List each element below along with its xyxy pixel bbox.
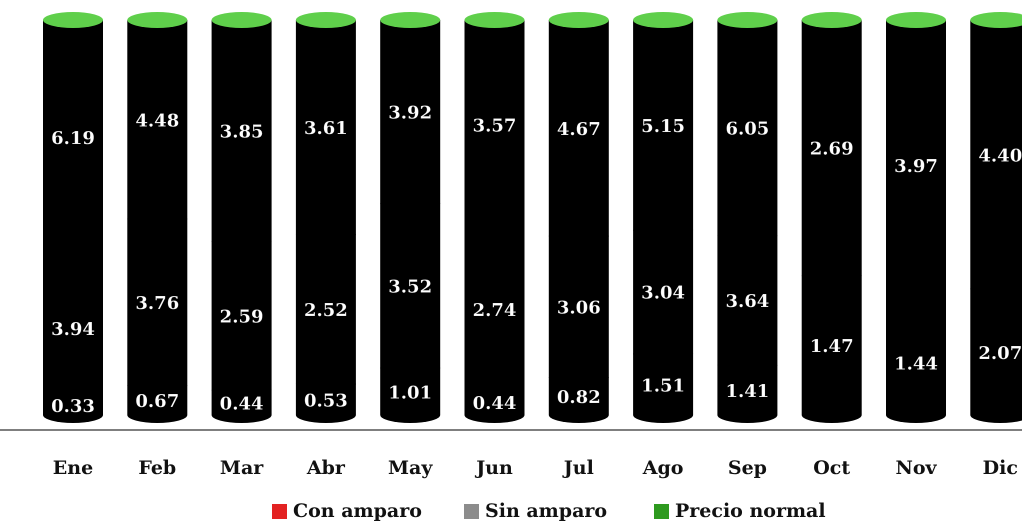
data-label-con-amparo-feb: 0.67	[135, 391, 179, 412]
legend: Con amparo Sin amparo Precio normal	[0, 496, 1022, 525]
data-label-precio-normal-feb: 4.48	[135, 110, 179, 131]
data-label-con-amparo-jun: 0.44	[473, 393, 517, 414]
bar-top-cap-oct	[802, 12, 862, 28]
legend-swatch-precio-normal	[654, 504, 669, 519]
legend-swatch-con-amparo	[272, 504, 287, 519]
x-tick-labels: Ene Feb Mar Abr May Jun Jul Ago Sep Oct Nov Dic	[53, 457, 1018, 479]
data-label-sin-amparo-abr: 2.52	[304, 300, 348, 321]
legend-label-sin-amparo: Sin amparo	[485, 500, 607, 522]
data-label-con-amparo-mar: 0.44	[220, 393, 264, 414]
x-tick-label-mar: Mar	[220, 457, 264, 479]
data-label-sin-amparo-jun: 2.74	[473, 300, 517, 321]
bar-top-cap-ago	[633, 12, 693, 28]
data-label-precio-normal-may: 3.92	[388, 103, 432, 124]
data-label-con-amparo-ago: 1.51	[641, 375, 685, 396]
bar-top-cap-nov	[886, 12, 946, 28]
data-label-precio-normal-ene: 6.19	[51, 128, 95, 149]
data-label-sin-amparo-jul: 3.06	[557, 297, 601, 318]
x-tick-label-feb: Feb	[138, 457, 176, 479]
bar-top-cap-ene	[43, 12, 103, 28]
value-labels-layer: 0.33 3.94 6.19 0.67 3.76 4.48 0.44 2.59 3.85 0.53…	[51, 103, 1022, 417]
x-tick-label-ago: Ago	[642, 457, 684, 479]
x-tick-label-jul: Jul	[562, 457, 594, 479]
x-tick-label-may: May	[388, 457, 433, 479]
stacked-cylinder-chart: 0.33 3.94 6.19 0.67 3.76 4.48 0.44 2.59 3.85 0.53…	[0, 0, 1022, 496]
bar-top-cap-jun	[465, 12, 525, 28]
legend-item-con-amparo: Con amparo	[272, 500, 422, 522]
data-label-con-amparo-abr: 0.53	[304, 390, 348, 411]
data-label-precio-normal-nov: 3.97	[894, 156, 938, 177]
legend-label-precio-normal: Precio normal	[675, 500, 826, 522]
data-label-sin-amparo-dic: 2.07	[978, 343, 1022, 364]
data-label-sin-amparo-sep: 3.64	[725, 291, 769, 312]
data-label-con-amparo-jul: 0.82	[557, 387, 601, 408]
data-label-con-amparo-sep: 1.41	[725, 381, 769, 402]
data-label-con-amparo-may: 1.01	[388, 382, 432, 403]
bar-top-cap-jul	[549, 12, 609, 28]
data-label-precio-normal-dic: 4.40	[978, 145, 1022, 166]
bar-top-cap-sep	[717, 12, 777, 28]
legend-swatch-sin-amparo	[464, 504, 479, 519]
x-tick-label-jun: Jun	[474, 457, 513, 479]
legend-item-precio-normal: Precio normal	[654, 500, 826, 522]
bar-top-cap-may	[380, 12, 440, 28]
bar-top-cap-feb	[127, 12, 187, 28]
data-label-precio-normal-jul: 4.67	[557, 119, 601, 140]
x-tick-label-sep: Sep	[728, 457, 767, 479]
data-label-precio-normal-jun: 3.57	[473, 115, 517, 136]
data-label-sin-amparo-oct: 1.47	[810, 336, 854, 357]
data-label-precio-normal-abr: 3.61	[304, 118, 348, 139]
bars-layer	[43, 12, 1022, 423]
x-tick-label-nov: Nov	[895, 457, 937, 479]
legend-item-sin-amparo: Sin amparo	[464, 500, 607, 522]
data-label-sin-amparo-may: 3.52	[388, 277, 432, 298]
data-label-precio-normal-oct: 2.69	[810, 139, 854, 160]
data-label-sin-amparo-mar: 2.59	[220, 306, 264, 327]
x-tick-label-oct: Oct	[813, 457, 850, 479]
x-tick-label-abr: Abr	[306, 457, 346, 479]
data-label-sin-amparo-feb: 3.76	[135, 293, 179, 314]
data-label-sin-amparo-ago: 3.04	[641, 283, 685, 304]
data-label-precio-normal-ago: 5.15	[641, 116, 685, 137]
bar-top-cap-abr	[296, 12, 356, 28]
data-label-sin-amparo-nov: 1.44	[894, 353, 938, 374]
bar-top-cap-mar	[212, 12, 272, 28]
data-label-sin-amparo-ene: 3.94	[51, 319, 95, 340]
data-label-precio-normal-mar: 3.85	[220, 122, 264, 143]
x-tick-label-dic: Dic	[983, 457, 1018, 479]
data-label-precio-normal-sep: 6.05	[725, 119, 769, 140]
legend-label-con-amparo: Con amparo	[293, 500, 422, 522]
x-tick-label-ene: Ene	[53, 457, 93, 479]
data-label-con-amparo-ene: 0.33	[51, 396, 95, 417]
